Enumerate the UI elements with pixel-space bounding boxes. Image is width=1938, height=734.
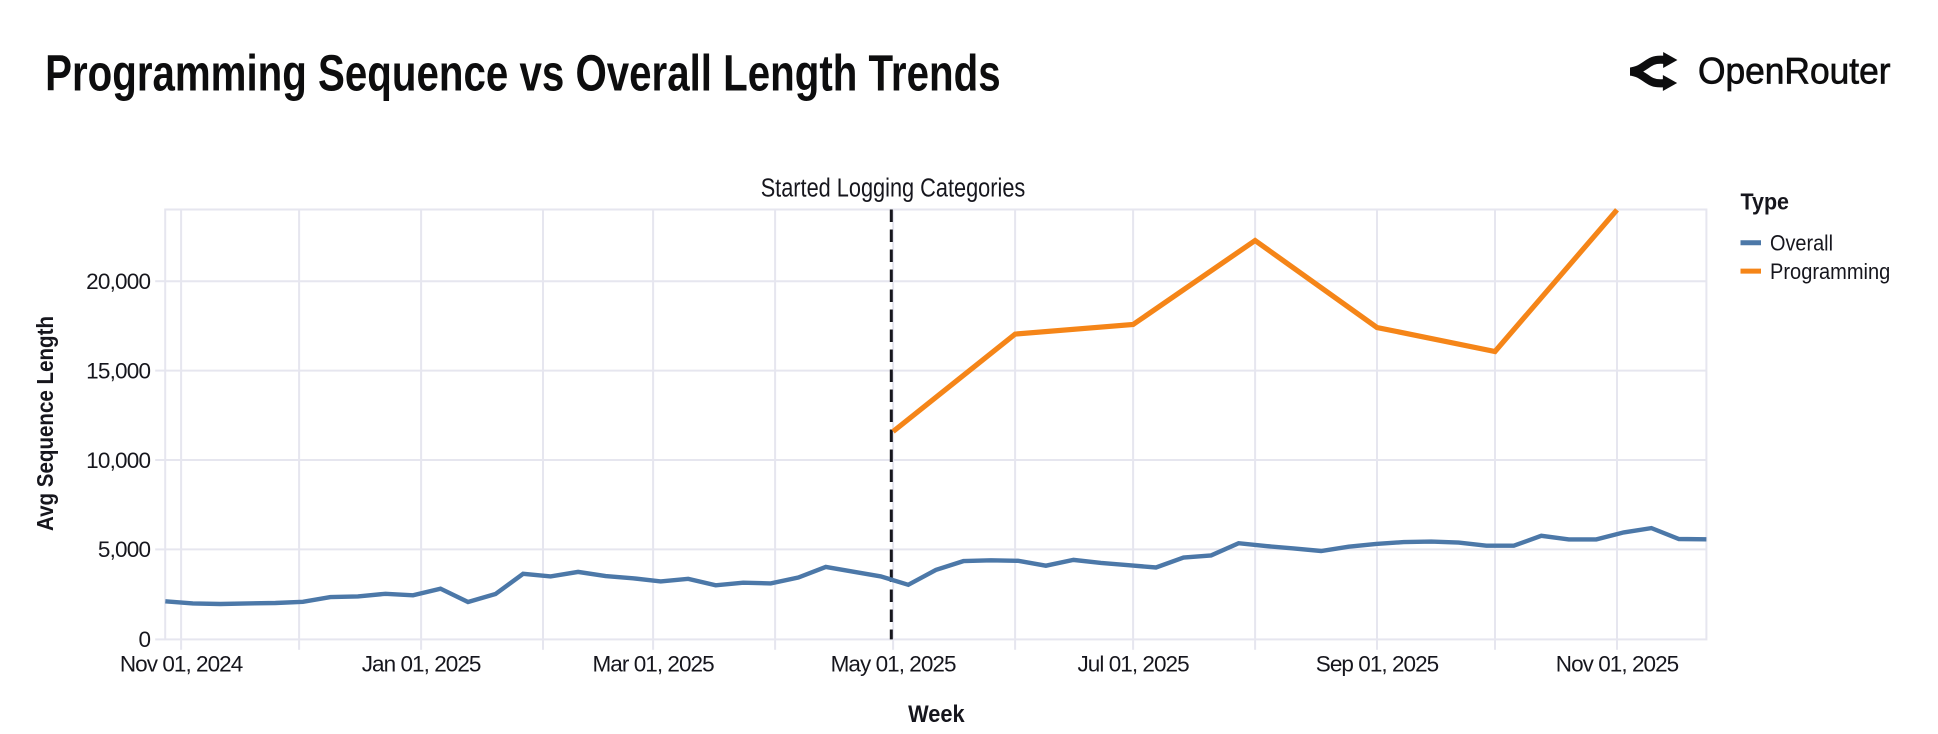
svg-text:OpenRouter: OpenRouter [1698,51,1891,92]
svg-text:Mar 01, 2025: Mar 01, 2025 [593,652,715,677]
svg-text:Week: Week [908,701,965,728]
svg-text:May 01, 2025: May 01, 2025 [831,652,956,677]
svg-text:Jul 01, 2025: Jul 01, 2025 [1077,652,1189,677]
svg-text:5,000: 5,000 [98,537,151,562]
svg-text:10,000: 10,000 [86,448,150,473]
svg-text:Type: Type [1741,188,1790,214]
svg-text:Overall: Overall [1770,231,1833,256]
svg-text:Programming: Programming [1770,259,1890,284]
svg-text:Avg Sequence Length: Avg Sequence Length [32,316,58,531]
svg-text:Jan 01, 2025: Jan 01, 2025 [362,652,481,677]
svg-text:Nov 01, 2025: Nov 01, 2025 [1556,652,1679,677]
svg-text:0: 0 [138,627,150,652]
svg-text:15,000: 15,000 [86,358,150,383]
svg-text:Programming Sequence vs Overal: Programming Sequence vs Overall Length T… [45,45,1001,102]
svg-text:Started Logging Categories: Started Logging Categories [761,174,1026,202]
svg-text:20,000: 20,000 [86,269,150,294]
svg-text:Nov 01, 2024: Nov 01, 2024 [120,652,243,677]
svg-text:Sep 01, 2025: Sep 01, 2025 [1316,652,1439,677]
